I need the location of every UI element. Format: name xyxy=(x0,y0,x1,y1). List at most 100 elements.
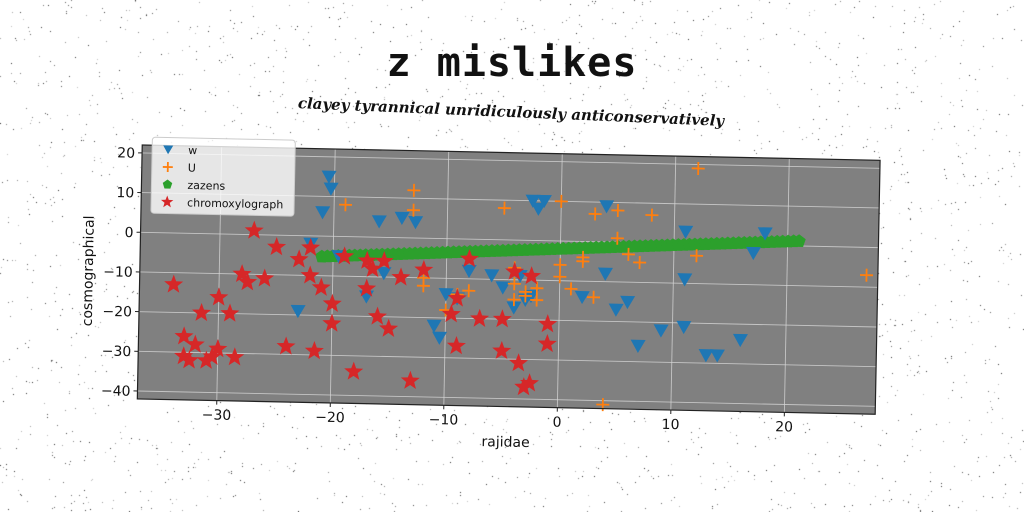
legend-box xyxy=(150,136,296,217)
point-w xyxy=(677,273,693,287)
point-chromoxylograph xyxy=(537,333,557,353)
point-chromoxylograph xyxy=(301,237,321,256)
point-w xyxy=(709,349,725,363)
point-chromoxylograph xyxy=(238,272,258,291)
point-chromoxylograph xyxy=(441,304,461,323)
data-marks xyxy=(164,161,874,412)
point-chromoxylograph xyxy=(391,267,411,286)
point-chromoxylograph xyxy=(374,251,394,270)
point-U xyxy=(507,293,521,307)
point-U xyxy=(553,258,567,272)
y-tick-label: 10 xyxy=(116,185,134,201)
point-U xyxy=(416,279,430,293)
x-axis-label: rajidae xyxy=(481,434,530,451)
legend-marker xyxy=(162,162,173,173)
x-tick-label: 0 xyxy=(552,415,561,431)
point-chromoxylograph xyxy=(225,347,245,366)
legend-marker xyxy=(163,145,174,155)
point-U xyxy=(497,201,511,215)
point-w xyxy=(676,320,692,335)
point-chromoxylograph xyxy=(400,370,420,390)
point-chromoxylograph xyxy=(514,377,534,396)
point-w xyxy=(531,202,547,216)
point-U xyxy=(518,285,533,299)
point-chromoxylograph xyxy=(289,249,309,268)
point-w xyxy=(678,225,694,239)
point-chromoxylograph xyxy=(304,341,324,360)
point-U xyxy=(588,207,602,221)
point-chromoxylograph xyxy=(276,336,296,355)
point-chromoxylograph xyxy=(335,246,355,265)
point-w xyxy=(653,324,669,338)
legend-marker xyxy=(160,195,174,208)
point-w xyxy=(371,215,387,229)
point-chromoxylograph xyxy=(202,346,222,366)
y-grid-line xyxy=(139,311,877,328)
y-axis-label: cosmographical xyxy=(80,215,98,326)
point-U xyxy=(407,203,421,217)
series-zazens xyxy=(315,234,806,263)
point-chromoxylograph xyxy=(185,334,205,353)
point-w xyxy=(506,301,522,315)
point-w xyxy=(620,295,636,310)
point-w xyxy=(408,215,424,230)
point-U xyxy=(507,277,521,291)
point-chromoxylograph xyxy=(519,373,539,392)
point-chromoxylograph xyxy=(492,309,512,328)
y-tick-label: −20 xyxy=(102,304,132,321)
point-chromoxylograph xyxy=(508,353,529,372)
point-chromoxylograph xyxy=(492,340,512,360)
y-tick-label: 20 xyxy=(117,145,135,161)
point-w xyxy=(438,288,454,302)
point-w xyxy=(597,267,613,281)
point-w xyxy=(599,200,615,214)
point-chromoxylograph xyxy=(311,277,331,296)
point-U xyxy=(564,282,578,296)
point-w xyxy=(323,182,339,196)
legend-marker xyxy=(162,179,173,189)
point-chromoxylograph xyxy=(363,258,383,278)
point-chromoxylograph xyxy=(538,314,558,333)
chart-title: z mislikes xyxy=(386,40,638,86)
point-w xyxy=(290,304,306,319)
point-chromoxylograph xyxy=(174,346,194,365)
point-w xyxy=(630,339,646,353)
point-U xyxy=(611,203,625,217)
point-U xyxy=(407,183,421,197)
point-chromoxylograph xyxy=(357,278,377,297)
legend-label: U xyxy=(188,161,196,174)
legend-label: chromoxylograph xyxy=(187,196,283,211)
point-chromoxylograph xyxy=(209,287,229,306)
point-w xyxy=(608,303,624,317)
x-tick-label: −20 xyxy=(315,410,345,427)
point-U xyxy=(690,249,704,263)
point-w xyxy=(536,194,552,209)
point-chromoxylograph xyxy=(522,266,542,285)
x-tick-label: 20 xyxy=(775,419,793,435)
point-U xyxy=(576,254,590,268)
point-U xyxy=(621,247,635,261)
point-U xyxy=(530,293,544,307)
legend-label: zazens xyxy=(187,179,225,193)
x-tick-label: −30 xyxy=(202,407,232,424)
point-chromoxylograph xyxy=(179,350,199,369)
point-U xyxy=(587,290,601,304)
point-chromoxylograph xyxy=(357,250,377,270)
y-tick-label: −30 xyxy=(102,344,132,361)
point-w xyxy=(484,269,500,283)
point-chromoxylograph xyxy=(300,265,320,284)
point-chromoxylograph xyxy=(344,361,364,380)
series-chromoxylograph xyxy=(164,220,558,396)
point-U xyxy=(462,284,476,298)
point-chromoxylograph xyxy=(505,261,525,281)
point-w xyxy=(461,264,477,278)
point-U xyxy=(859,268,874,282)
point-chromoxylograph xyxy=(174,326,194,345)
point-w xyxy=(495,281,511,295)
point-U xyxy=(338,198,353,212)
point-chromoxylograph xyxy=(192,302,212,322)
point-w xyxy=(698,349,714,363)
point-chromoxylograph xyxy=(164,274,184,293)
y-tick-label: 0 xyxy=(124,225,133,241)
